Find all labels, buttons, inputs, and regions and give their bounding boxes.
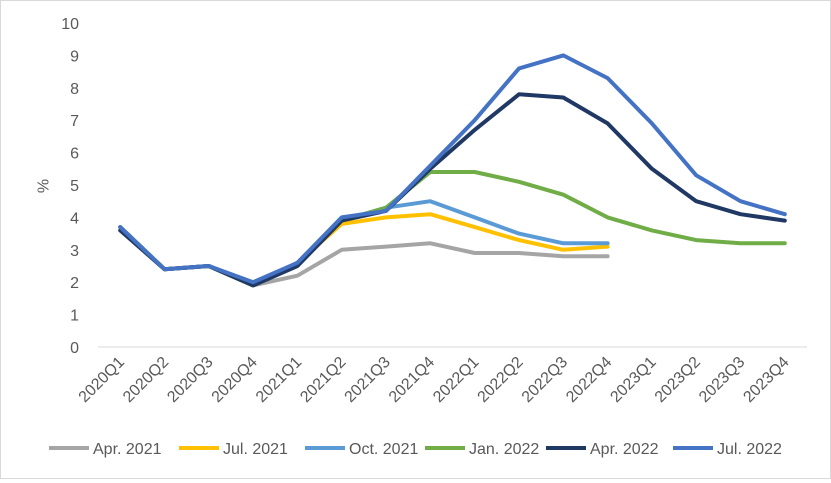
x-tick-label: 2022Q2 bbox=[475, 354, 527, 406]
x-tick-label: 2020Q3 bbox=[164, 354, 216, 406]
legend-label: Jul. 2021 bbox=[223, 441, 288, 458]
y-tick-label: 8 bbox=[70, 81, 79, 98]
series-lines bbox=[118, 53, 787, 288]
x-tick-label: 2020Q1 bbox=[76, 354, 128, 406]
x-tick-label: 2023Q2 bbox=[652, 354, 704, 406]
x-tick-label: 2021Q4 bbox=[386, 354, 438, 406]
x-tick-label: 2021Q3 bbox=[342, 354, 394, 406]
legend: Apr. 2021 Jul. 2021 Oct. 2021 Jan. 2022 Apr.… bbox=[49, 441, 782, 458]
y-tick-label: 9 bbox=[70, 48, 79, 65]
legend-label: Jan. 2022 bbox=[469, 441, 539, 458]
series-line-jul-2022 bbox=[118, 53, 787, 285]
y-tick-label: 5 bbox=[70, 178, 79, 195]
x-tick-label: 2020Q2 bbox=[120, 354, 172, 406]
legend-label: Oct. 2021 bbox=[349, 441, 418, 458]
series-line-apr-2022 bbox=[118, 92, 787, 288]
x-tick-label: 2023Q1 bbox=[607, 354, 659, 406]
x-tick-label: 2023Q3 bbox=[696, 354, 748, 406]
y-tick-label: 2 bbox=[70, 275, 79, 292]
x-tick-label: 2022Q4 bbox=[563, 354, 615, 406]
y-tick-label: 4 bbox=[70, 210, 79, 227]
y-tick-label: 10 bbox=[61, 16, 79, 33]
y-tick-label: 7 bbox=[70, 113, 79, 130]
y-tick-label: 1 bbox=[70, 308, 79, 325]
y-axis-label: % bbox=[36, 179, 53, 193]
x-tick-label: 2022Q1 bbox=[430, 354, 482, 406]
legend-label: Apr. 2022 bbox=[590, 441, 659, 458]
y-tick-label: 3 bbox=[70, 243, 79, 260]
x-axis-ticks: 2020Q12020Q22020Q32020Q42021Q12021Q22021… bbox=[76, 354, 793, 406]
x-tick-label: 2021Q2 bbox=[297, 354, 349, 406]
y-tick-label: 0 bbox=[70, 340, 79, 357]
legend-label: Jul. 2022 bbox=[717, 441, 782, 458]
y-tick-label: 6 bbox=[70, 146, 79, 163]
legend-label: Apr. 2021 bbox=[93, 441, 162, 458]
x-tick-label: 2023Q4 bbox=[740, 354, 792, 406]
x-tick-label: 2021Q1 bbox=[253, 354, 305, 406]
y-axis-ticks: 0 1 2 3 4 5 6 7 8 9 10 bbox=[61, 16, 79, 357]
x-tick-label: 2022Q3 bbox=[519, 354, 571, 406]
x-tick-label: 2020Q4 bbox=[209, 354, 261, 406]
